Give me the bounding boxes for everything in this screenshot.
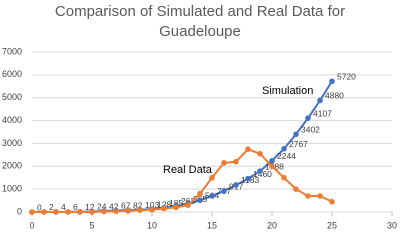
data-label: 0: [37, 202, 42, 212]
x-tick-label: 25: [327, 220, 337, 230]
marker: [317, 193, 323, 199]
marker: [257, 150, 263, 157]
y-tick-label: 2000: [2, 161, 22, 171]
marker: [173, 204, 179, 211]
marker: [125, 208, 131, 214]
y-tick-label: 5000: [2, 92, 22, 102]
marker: [53, 209, 59, 215]
y-tick-label: 3000: [2, 138, 22, 148]
x-tick-label: 0: [29, 220, 34, 230]
data-label: 185: [169, 198, 183, 208]
marker: [101, 208, 107, 215]
marker: [293, 186, 299, 192]
marker: [245, 175, 251, 182]
data-label: 12: [85, 202, 95, 212]
marker: [197, 190, 203, 197]
marker: [233, 182, 239, 188]
marker: [209, 174, 215, 181]
chart-title: Comparison of Simulated and Real Data fo…: [54, 3, 346, 40]
x-tick-label: 15: [207, 220, 217, 230]
data-label: 42: [109, 201, 119, 211]
data-label: 128: [157, 199, 171, 209]
marker: [89, 209, 95, 215]
data-label: 3402: [301, 124, 320, 134]
marker: [221, 188, 227, 194]
data-label: 4: [61, 202, 66, 212]
marker: [269, 157, 275, 164]
data-label: 103: [145, 200, 159, 210]
marker: [185, 202, 191, 208]
data-label: 82: [133, 200, 143, 210]
y-tick-label: 4000: [2, 115, 22, 125]
marker: [113, 208, 119, 215]
marker: [305, 193, 311, 199]
x-tick-label: 10: [147, 220, 157, 230]
data-label: 1460: [253, 169, 272, 179]
annotation: Simulation: [262, 85, 313, 97]
marker: [281, 145, 287, 152]
marker: [197, 197, 203, 204]
data-label: 2244: [277, 151, 296, 161]
data-label: 2: [49, 202, 54, 212]
data-label: 67: [121, 201, 131, 211]
marker: [329, 78, 335, 85]
marker: [269, 163, 275, 170]
marker: [293, 131, 299, 138]
marker: [257, 168, 263, 174]
marks: 0246122442678210312818526336551470791711…: [29, 72, 356, 215]
marker: [317, 97, 323, 104]
y-tick-label: 6000: [2, 69, 22, 79]
y-tick-label: 1000: [2, 184, 22, 194]
marker: [221, 160, 227, 166]
marker: [281, 174, 287, 181]
annotation: Real Data: [163, 164, 213, 176]
marker: [149, 206, 155, 213]
marker: [29, 209, 35, 215]
marker: [77, 209, 83, 215]
marker: [305, 115, 311, 121]
marker: [209, 193, 215, 199]
y-tick-label: 0: [17, 206, 22, 216]
marker: [245, 146, 251, 152]
series-line: [31, 80, 333, 213]
marker: [233, 158, 239, 165]
data-label: 2767: [289, 139, 308, 149]
x-tick-label: 30: [387, 220, 397, 230]
x-tick-label: 20: [267, 220, 277, 230]
data-label: 4880: [325, 91, 344, 101]
data-label: 24: [97, 202, 107, 212]
marker: [41, 209, 47, 215]
marker: [137, 207, 143, 213]
x-tick-label: 5: [89, 220, 94, 230]
data-label: 6: [73, 202, 78, 212]
data-label: 5720: [337, 72, 356, 82]
marker: [329, 198, 335, 205]
marker: [161, 205, 167, 212]
marker: [65, 209, 71, 215]
data-label: 4107: [313, 108, 332, 118]
y-tick-label: 7000: [2, 46, 22, 56]
